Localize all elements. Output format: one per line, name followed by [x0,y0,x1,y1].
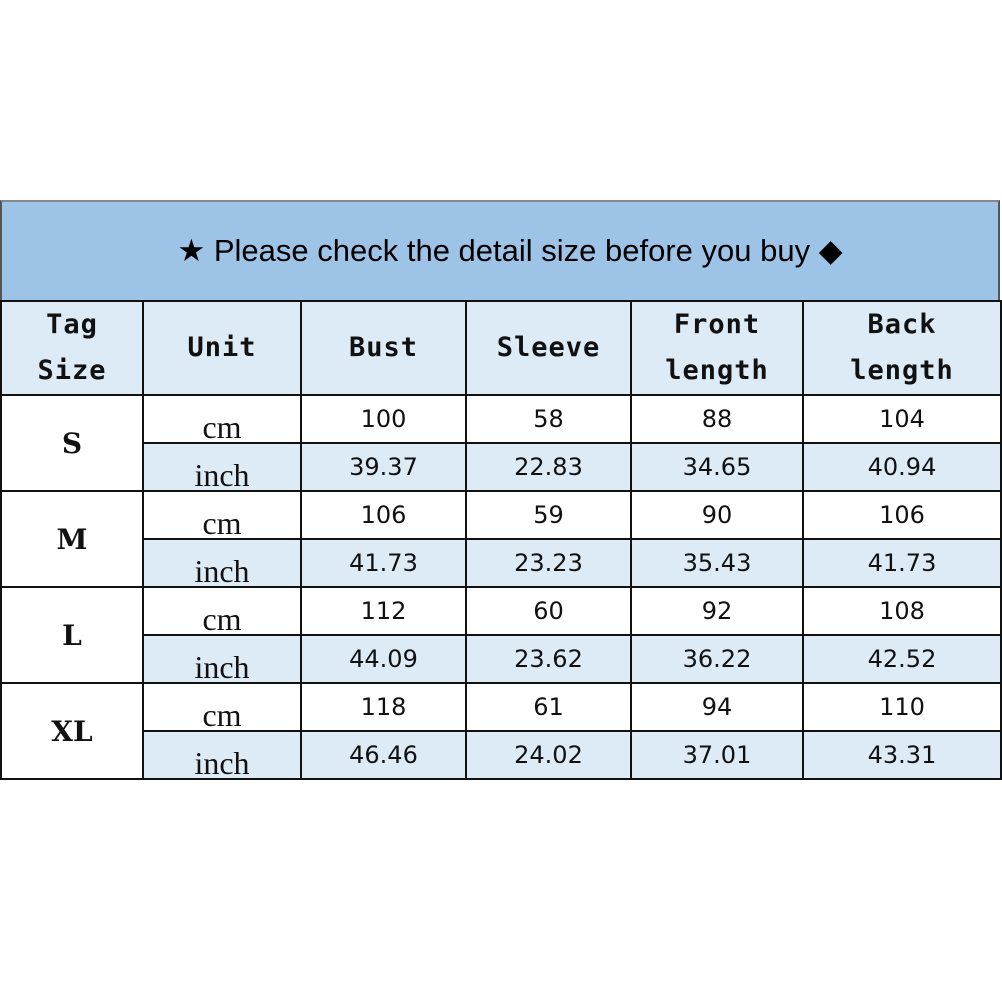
value-cell: 23.23 [465,538,632,588]
value-cell: 34.65 [630,442,804,492]
unit-cell: cm [142,586,302,636]
value-cell: 60 [465,586,632,636]
banner-title: ★ Please check the detail size before yo… [0,200,1000,300]
value-cell: 43.31 [802,730,1002,780]
header-unit: Unit [142,300,302,396]
value-cell: 88 [630,394,804,444]
header-tag-size: Tag Size [0,300,144,396]
header-bust: Bust [300,300,467,396]
value-cell: 61 [465,682,632,732]
header-sleeve: Sleeve [465,300,632,396]
unit-cell: inch [142,442,302,492]
value-cell: 59 [465,490,632,540]
value-cell: 35.43 [630,538,804,588]
value-cell: 23.62 [465,634,632,684]
value-cell: 92 [630,586,804,636]
tag-size-cell: XL [0,682,144,780]
unit-cell: cm [142,682,302,732]
header-back-length: Back length [802,300,1002,396]
table-row-inch: inch 39.37 22.83 34.65 40.94 [1,442,1002,492]
value-cell: 110 [802,682,1002,732]
value-cell: 36.22 [630,634,804,684]
table-row-cm: XL cm 118 61 94 110 [0,682,1002,780]
unit-cell: cm [142,490,302,540]
size-table: Tag Size Unit Bust Sleeve Front length B… [0,300,1002,780]
value-cell: 112 [300,586,467,636]
table-row-inch: inch 41.73 23.23 35.43 41.73 [1,538,1002,588]
value-cell: 44.09 [300,634,467,684]
unit-cell: inch [142,634,302,684]
value-cell: 39.37 [300,442,467,492]
value-cell: 90 [630,490,804,540]
value-cell: 41.73 [300,538,467,588]
tag-size-cell: S [0,394,144,492]
value-cell: 40.94 [802,442,1002,492]
value-cell: 104 [802,394,1002,444]
unit-cell: inch [142,730,302,780]
value-cell: 118 [300,682,467,732]
table-row-inch: inch 46.46 24.02 37.01 43.31 [1,730,1002,780]
value-cell: 24.02 [465,730,632,780]
value-cell: 58 [465,394,632,444]
size-chart: ★ Please check the detail size before yo… [0,200,1002,780]
value-cell: 106 [300,490,467,540]
header-front-length: Front length [630,300,804,396]
value-cell: 41.73 [802,538,1002,588]
value-cell: 22.83 [465,442,632,492]
value-cell: 94 [630,682,804,732]
value-cell: 106 [802,490,1002,540]
tag-size-cell: L [0,586,144,684]
value-cell: 46.46 [300,730,467,780]
unit-cell: cm [142,394,302,444]
value-cell: 100 [300,394,467,444]
value-cell: 42.52 [802,634,1002,684]
value-cell: 108 [802,586,1002,636]
value-cell: 37.01 [630,730,804,780]
unit-cell: inch [142,538,302,588]
tag-size-cell: M [0,490,144,588]
table-row-inch: inch 44.09 23.62 36.22 42.52 [1,634,1002,684]
header-row: Tag Size Unit Bust Sleeve Front length B… [0,300,1002,396]
